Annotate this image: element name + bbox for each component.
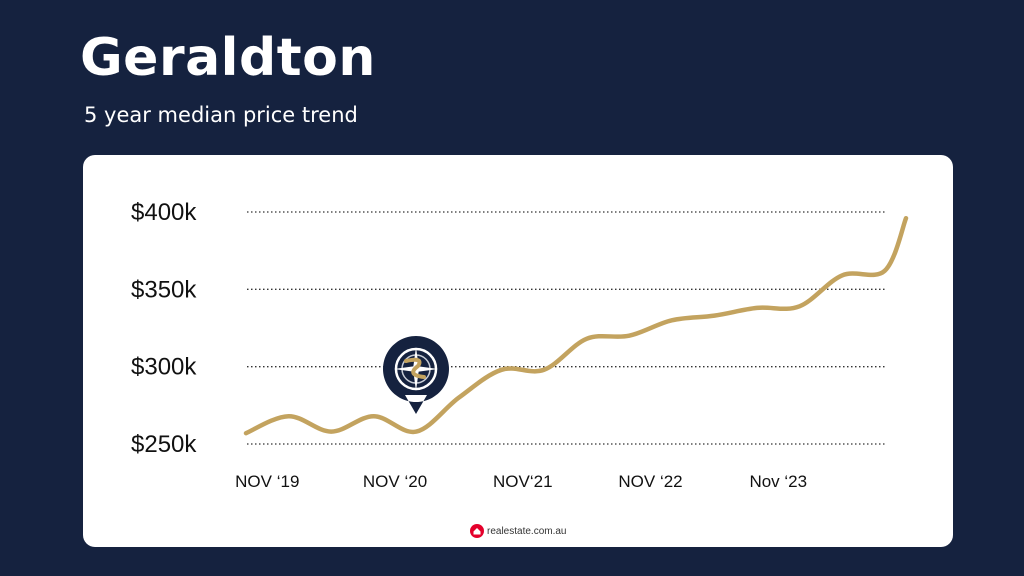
y-tick-label: $350k: [131, 276, 197, 303]
source-credit-text: realestate.com.au: [487, 525, 567, 537]
page-title: Geraldton: [80, 28, 376, 88]
y-tick-label: $300k: [131, 354, 197, 381]
median-price-line: [243, 215, 909, 436]
x-tick-label: NOV‘21: [493, 472, 553, 491]
page-subtitle: 5 year median price trend: [84, 103, 358, 127]
y-tick-label: $250k: [131, 431, 197, 458]
compass-pin-icon: [382, 336, 449, 414]
chart-card: [83, 155, 953, 547]
y-tick-label: $400k: [131, 199, 197, 226]
source-credit: realestate.com.au: [470, 524, 567, 538]
realestate-logo-icon: [470, 524, 484, 538]
x-tick-label: Nov ‘23: [749, 472, 807, 491]
gridlines: [247, 211, 885, 445]
x-tick-label: NOV ‘20: [363, 472, 427, 491]
x-tick-label: NOV ‘19: [235, 472, 299, 491]
x-axis-tick-labels: NOV ‘19 NOV ‘20 NOV‘21 NOV ‘22 Nov ‘23: [235, 472, 807, 491]
x-tick-label: NOV ‘22: [618, 472, 682, 491]
y-axis-tick-labels: $250k $300k $350k $400k: [131, 199, 197, 458]
